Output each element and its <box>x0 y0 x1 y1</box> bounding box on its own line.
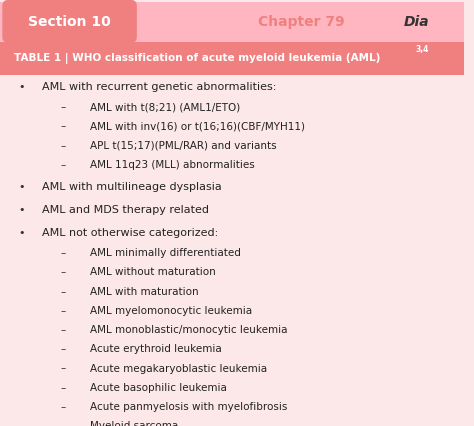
Text: –: – <box>60 102 65 112</box>
Text: •: • <box>18 182 25 192</box>
Text: Dia: Dia <box>404 15 429 29</box>
Text: Acute basophilic leukemia: Acute basophilic leukemia <box>91 383 228 393</box>
Text: –: – <box>60 421 65 426</box>
Text: –: – <box>60 402 65 412</box>
FancyBboxPatch shape <box>0 2 464 42</box>
Text: –: – <box>60 325 65 335</box>
Text: –: – <box>60 121 65 132</box>
Text: APL t(15;17)(PML/RAR) and variants: APL t(15;17)(PML/RAR) and variants <box>91 141 277 151</box>
Text: Chapter 79: Chapter 79 <box>258 15 345 29</box>
Text: AML with recurrent genetic abnormalities:: AML with recurrent genetic abnormalities… <box>42 81 276 92</box>
FancyBboxPatch shape <box>0 42 464 75</box>
Text: •: • <box>18 205 25 215</box>
Text: •: • <box>18 81 25 92</box>
Text: AML 11q23 (MLL) abnormalities: AML 11q23 (MLL) abnormalities <box>91 160 255 170</box>
Text: –: – <box>60 363 65 374</box>
Text: Acute erythroid leukemia: Acute erythroid leukemia <box>91 344 222 354</box>
Text: AML without maturation: AML without maturation <box>91 268 216 277</box>
Text: –: – <box>60 160 65 170</box>
Text: AML monoblastic/monocytic leukemia: AML monoblastic/monocytic leukemia <box>91 325 288 335</box>
Text: TABLE 1 | WHO classification of acute myeloid leukemia (AML): TABLE 1 | WHO classification of acute my… <box>14 53 380 64</box>
Text: –: – <box>60 248 65 258</box>
Text: AML with maturation: AML with maturation <box>91 287 199 296</box>
Text: AML with multilineage dysplasia: AML with multilineage dysplasia <box>42 182 221 192</box>
FancyBboxPatch shape <box>2 0 137 43</box>
Text: AML myelomonocytic leukemia: AML myelomonocytic leukemia <box>91 306 253 316</box>
Text: –: – <box>60 383 65 393</box>
Text: •: • <box>18 227 25 238</box>
Text: –: – <box>60 344 65 354</box>
Text: –: – <box>60 268 65 277</box>
Text: Myeloid sarcoma: Myeloid sarcoma <box>91 421 179 426</box>
Text: AML not otherwise categorized:: AML not otherwise categorized: <box>42 227 218 238</box>
Text: AML with t(8;21) (AML1/ETO): AML with t(8;21) (AML1/ETO) <box>91 102 241 112</box>
Text: Section 10: Section 10 <box>28 15 111 29</box>
Text: –: – <box>60 287 65 296</box>
Text: AML and MDS therapy related: AML and MDS therapy related <box>42 205 209 215</box>
Text: 3,4: 3,4 <box>415 45 428 55</box>
Text: AML with inv(16) or t(16;16)(CBF/MYH11): AML with inv(16) or t(16;16)(CBF/MYH11) <box>91 121 305 132</box>
Text: Acute panmyelosis with myelofibrosis: Acute panmyelosis with myelofibrosis <box>91 402 288 412</box>
Text: –: – <box>60 306 65 316</box>
Text: AML minimally differentiated: AML minimally differentiated <box>91 248 241 258</box>
Text: –: – <box>60 141 65 151</box>
Text: Acute megakaryoblastic leukemia: Acute megakaryoblastic leukemia <box>91 363 268 374</box>
